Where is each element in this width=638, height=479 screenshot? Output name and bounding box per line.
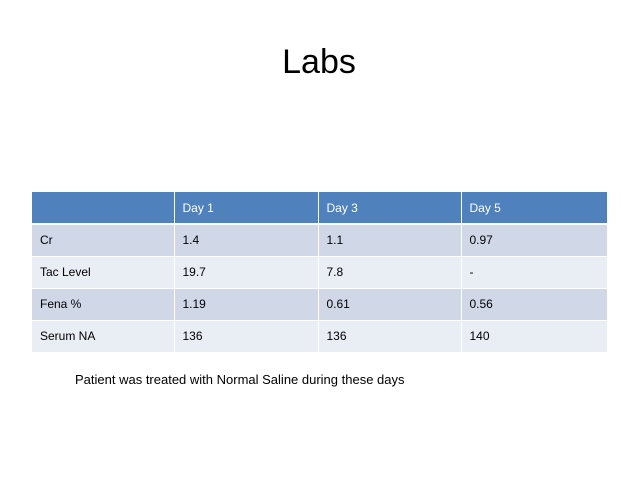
header-cell-day-5: Day 5 [461,192,607,225]
row-label: Serum NA [32,320,175,353]
slide-title: Labs [282,43,356,81]
table-cell: 0.97 [461,224,607,257]
table-row-fena: Fena % 1.19 0.61 0.56 [32,288,607,321]
row-label: Fena % [32,288,175,321]
table-cell: 1.1 [318,224,462,257]
row-label: Tac Level [32,256,175,289]
table-row-tac-level: Tac Level 19.7 7.8 - [32,256,607,289]
header-cell-day-1: Day 1 [174,192,319,225]
table-cell: 140 [461,320,607,353]
table-cell: 1.4 [174,224,319,257]
header-cell-blank [32,192,175,225]
table-cell: 136 [174,320,319,353]
table-cell: 136 [318,320,462,353]
labs-table: Day 1 Day 3 Day 5 Cr 1.4 1.1 0.97 Tac Le… [32,192,607,353]
table-cell: 7.8 [318,256,462,289]
table-row-cr: Cr 1.4 1.1 0.97 [32,224,607,257]
row-label: Cr [32,224,175,257]
table-row-serum-na: Serum NA 136 136 140 [32,320,607,353]
treatment-note: Patient was treated with Normal Saline d… [75,372,405,387]
table-cell: 0.56 [461,288,607,321]
table-cell: 0.61 [318,288,462,321]
table-cell: - [461,256,607,289]
header-cell-day-3: Day 3 [318,192,462,225]
table-cell: 19.7 [174,256,319,289]
table-cell: 1.19 [174,288,319,321]
table-header-row: Day 1 Day 3 Day 5 [32,192,607,225]
